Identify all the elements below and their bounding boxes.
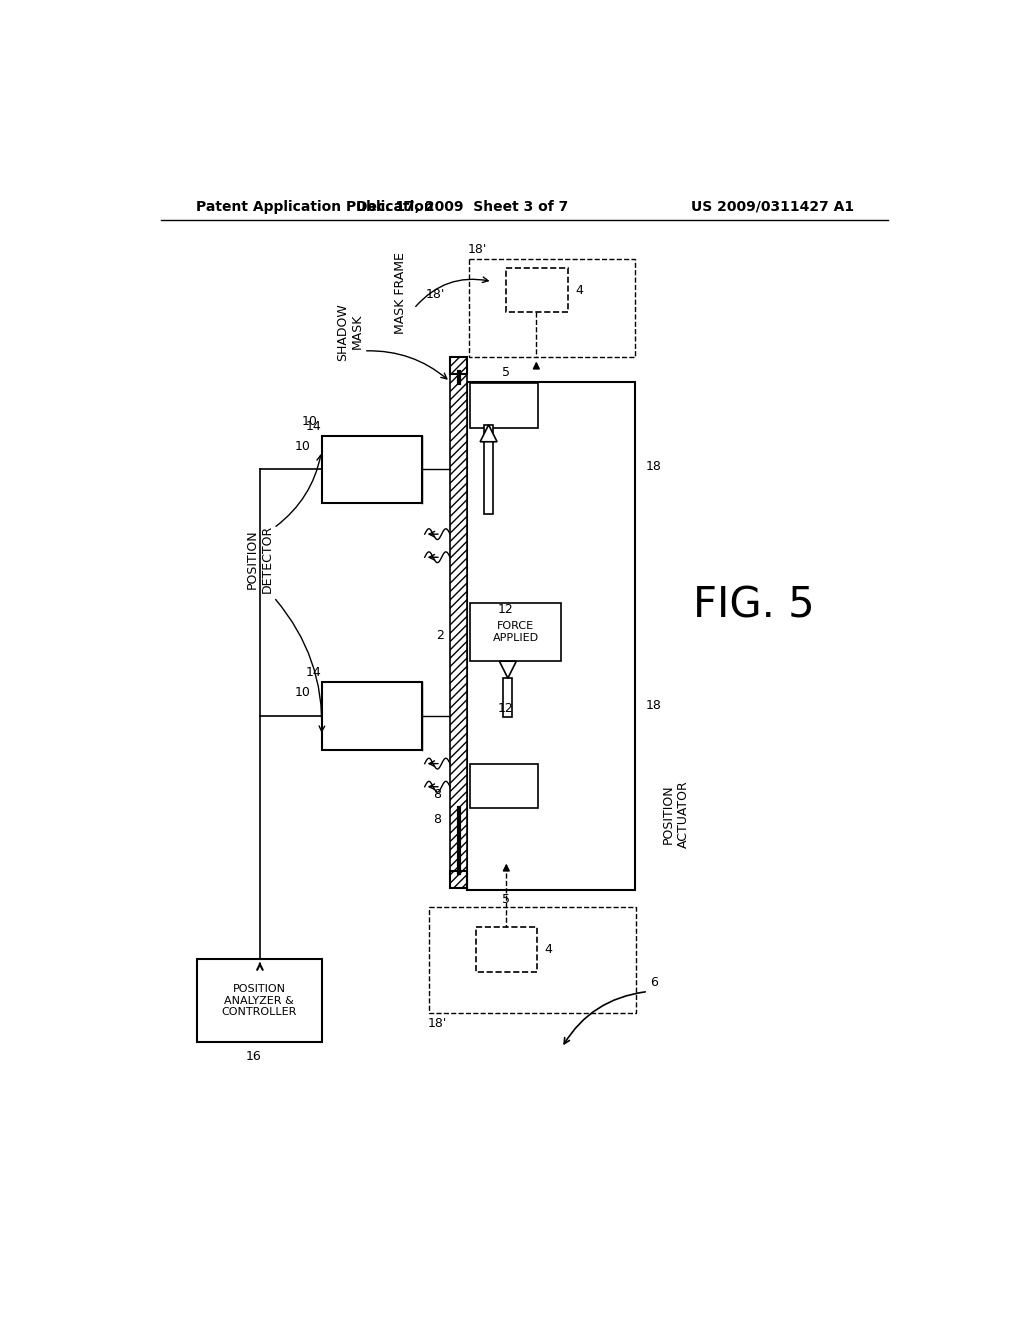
Bar [475, 927, 538, 972]
Bar [470, 603, 561, 661]
Text: POSITION
ACTUATOR: POSITION ACTUATOR [662, 780, 690, 849]
Bar [467, 381, 635, 890]
Text: MASK FRAME: MASK FRAME [393, 252, 407, 334]
Text: FORCE
APPLIED: FORCE APPLIED [493, 622, 539, 643]
Text: 18: 18 [646, 698, 662, 711]
Text: 16: 16 [246, 1049, 262, 1063]
Text: Dec. 17, 2009  Sheet 3 of 7: Dec. 17, 2009 Sheet 3 of 7 [355, 199, 567, 214]
Text: 14: 14 [306, 667, 322, 680]
Text: 10: 10 [295, 440, 310, 453]
Text: Patent Application Publication: Patent Application Publication [196, 199, 434, 214]
Text: 18': 18' [467, 243, 486, 256]
Text: POSITION
DETECTOR: POSITION DETECTOR [246, 524, 274, 593]
Bar [484, 425, 494, 515]
Text: 5: 5 [502, 892, 510, 906]
Text: 6: 6 [650, 975, 658, 989]
Text: SHADOW
MASK: SHADOW MASK [336, 302, 364, 360]
Bar [197, 960, 322, 1043]
Bar [451, 871, 467, 888]
Bar [429, 907, 636, 1014]
Text: 10: 10 [301, 416, 317, 428]
Polygon shape [500, 661, 516, 678]
Text: 4: 4 [575, 284, 584, 297]
Bar [469, 259, 635, 356]
Bar [322, 682, 422, 750]
Bar [322, 436, 422, 503]
Text: 2: 2 [436, 630, 444, 643]
Text: 18: 18 [646, 459, 662, 473]
Text: 14: 14 [306, 420, 322, 433]
Text: US 2009/0311427 A1: US 2009/0311427 A1 [691, 199, 854, 214]
Text: 12: 12 [498, 603, 513, 616]
Polygon shape [480, 425, 497, 442]
Text: POSITION
ANALYZER &
CONTROLLER: POSITION ANALYZER & CONTROLLER [221, 985, 297, 1018]
Text: 18': 18' [427, 1018, 446, 1031]
Bar [503, 678, 512, 717]
Text: 8: 8 [433, 813, 441, 825]
Bar [470, 763, 538, 808]
Text: 10: 10 [295, 686, 310, 700]
Text: 12: 12 [498, 702, 513, 715]
Bar [470, 383, 538, 428]
Bar [506, 268, 568, 313]
Text: 4: 4 [545, 942, 553, 956]
Bar [451, 358, 467, 888]
Text: 18': 18' [425, 288, 444, 301]
Text: FIG. 5: FIG. 5 [693, 583, 815, 626]
Text: 5: 5 [502, 366, 510, 379]
Bar [451, 358, 467, 374]
Text: 8: 8 [433, 788, 441, 801]
